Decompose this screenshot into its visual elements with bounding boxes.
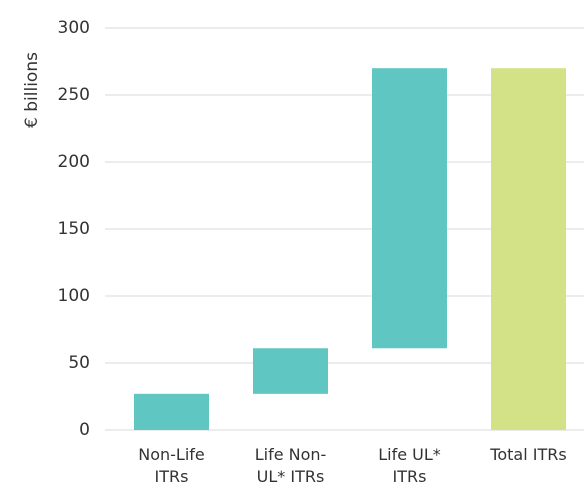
y-tick-label: 100 <box>58 286 90 306</box>
x-tick-label: Life Non-UL* ITRs <box>254 445 327 486</box>
x-tick-label: Total ITRs <box>490 445 567 464</box>
x-tick-label: Life UL* ITRs <box>378 445 441 486</box>
y-tick-label: 0 <box>79 420 90 440</box>
y-tick-label: 250 <box>58 85 90 105</box>
y-tick-label: 50 <box>68 353 90 373</box>
x-tick-label: Non-Life ITRs <box>138 445 205 486</box>
bar <box>253 348 328 394</box>
y-axis-label: € billions <box>22 52 42 128</box>
y-tick-label: 300 <box>58 18 90 38</box>
bar <box>134 393 209 430</box>
y-tick-label: 200 <box>58 152 90 172</box>
y-tick-label: 150 <box>58 219 90 239</box>
bar <box>491 68 566 430</box>
bar <box>372 68 447 349</box>
